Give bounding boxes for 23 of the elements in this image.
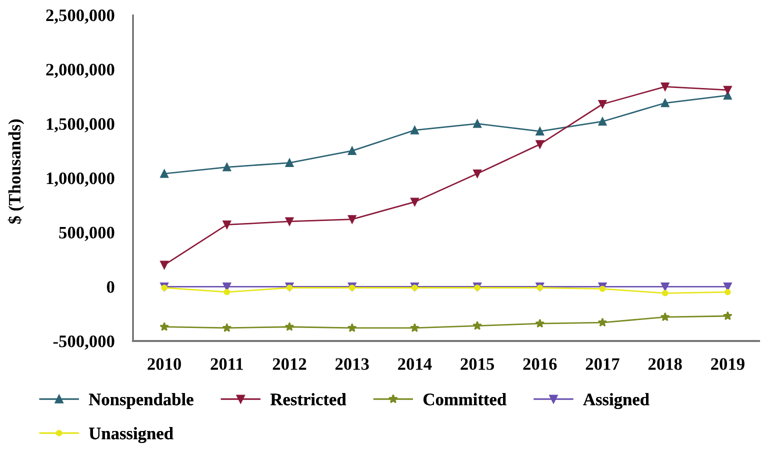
legend-label: Unassigned	[89, 427, 174, 443]
legend-label: Assigned	[583, 393, 650, 409]
y-tick-label: 2,500,000	[46, 9, 114, 24]
y-tick-label: 1,000,000	[46, 172, 114, 187]
x-tick-label: 2016	[523, 358, 557, 370]
x-tick-label: 2013	[335, 358, 369, 370]
x-tick-label: 2010	[148, 358, 181, 370]
y-tick-label: 2,000,000	[46, 64, 114, 78]
y-axis-title: $ (Thousands)	[8, 119, 24, 224]
x-tick-label: 2011	[210, 358, 243, 370]
x-tick-label: 2014	[398, 358, 432, 370]
legend-label: Committed	[424, 393, 506, 406]
x-tick-label: 2012	[272, 358, 306, 370]
y-tick-label: 0	[106, 281, 114, 293]
y-tick-label: 500,000	[59, 226, 114, 242]
y-tick-label: -500,000	[53, 335, 114, 350]
y-tick-label: 1,500,000	[46, 118, 114, 132]
x-tick-label: 2015	[460, 358, 494, 370]
legend-label: Nonspendable	[88, 393, 194, 409]
x-tick-label: 2017	[586, 358, 620, 370]
x-tick-label: 2018	[648, 358, 682, 370]
legend-label: Restricted	[270, 393, 346, 406]
x-tick-label: 2019	[711, 358, 744, 370]
